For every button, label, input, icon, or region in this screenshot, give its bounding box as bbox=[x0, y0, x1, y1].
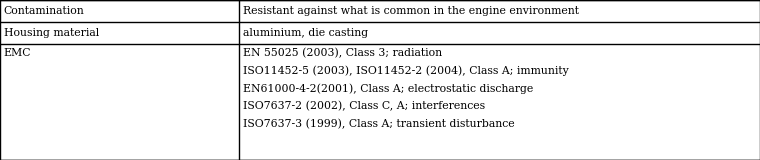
Text: EN 55025 (2003), Class 3; radiation: EN 55025 (2003), Class 3; radiation bbox=[243, 48, 442, 58]
Text: ISO11452-5 (2003), ISO11452-2 (2004), Class A; immunity: ISO11452-5 (2003), ISO11452-2 (2004), Cl… bbox=[243, 66, 569, 76]
Text: EMC: EMC bbox=[4, 48, 31, 58]
Text: EN61000-4-2(2001), Class A; electrostatic discharge: EN61000-4-2(2001), Class A; electrostati… bbox=[243, 83, 534, 94]
Text: aluminium, die casting: aluminium, die casting bbox=[243, 28, 369, 38]
Text: Housing material: Housing material bbox=[4, 28, 99, 38]
Text: Contamination: Contamination bbox=[4, 6, 84, 16]
Text: ISO7637-3 (1999), Class A; transient disturbance: ISO7637-3 (1999), Class A; transient dis… bbox=[243, 119, 515, 129]
Text: Resistant against what is common in the engine environment: Resistant against what is common in the … bbox=[243, 6, 579, 16]
Text: ISO7637-2 (2002), Class C, A; interferences: ISO7637-2 (2002), Class C, A; interferen… bbox=[243, 101, 486, 112]
